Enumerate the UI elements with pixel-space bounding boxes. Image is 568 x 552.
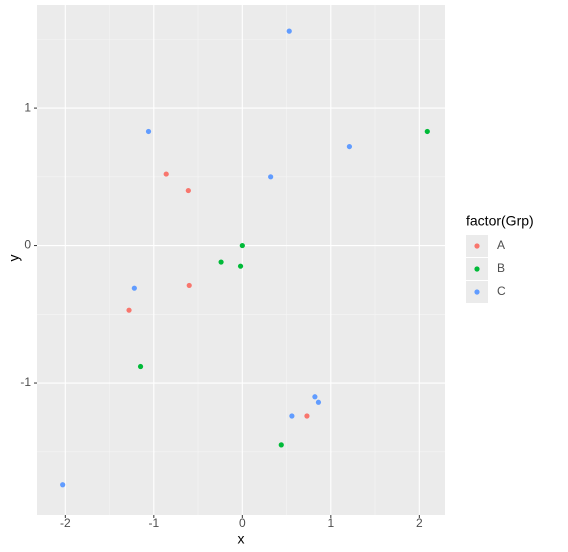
point — [137, 363, 144, 370]
legend-label: B — [497, 261, 505, 275]
x-tick-label: 0 — [239, 516, 246, 530]
point — [286, 28, 292, 34]
point — [185, 187, 191, 194]
x-tick-label: -1 — [148, 516, 159, 530]
point — [218, 259, 224, 265]
legend-title: factor(Grp) — [466, 213, 534, 229]
point — [312, 394, 318, 400]
point — [424, 128, 430, 135]
point — [163, 171, 169, 177]
point — [304, 413, 310, 419]
x-tick-label: -2 — [60, 516, 71, 530]
y-tick-label: 1 — [24, 100, 31, 114]
legend-label: C — [497, 284, 506, 298]
y-tick-label: -1 — [20, 375, 31, 389]
point — [237, 263, 244, 269]
legend-marker — [474, 266, 480, 272]
x-axis-title: x — [238, 531, 245, 547]
point — [145, 128, 152, 135]
point — [289, 413, 295, 419]
y-axis-title: y — [6, 255, 22, 262]
y-tick-label: 0 — [24, 238, 31, 252]
point — [346, 143, 353, 150]
point — [186, 282, 192, 289]
legend-marker — [474, 289, 480, 295]
point — [315, 399, 322, 405]
point — [126, 307, 132, 313]
point — [278, 442, 284, 448]
panel — [37, 5, 445, 515]
point — [131, 285, 137, 291]
x-tick-label: 1 — [327, 516, 334, 530]
x-tick-label: 2 — [416, 516, 423, 530]
point — [60, 482, 66, 488]
legend-label: A — [497, 238, 505, 252]
legend-marker — [474, 243, 480, 249]
point — [239, 242, 245, 249]
point — [268, 174, 274, 180]
